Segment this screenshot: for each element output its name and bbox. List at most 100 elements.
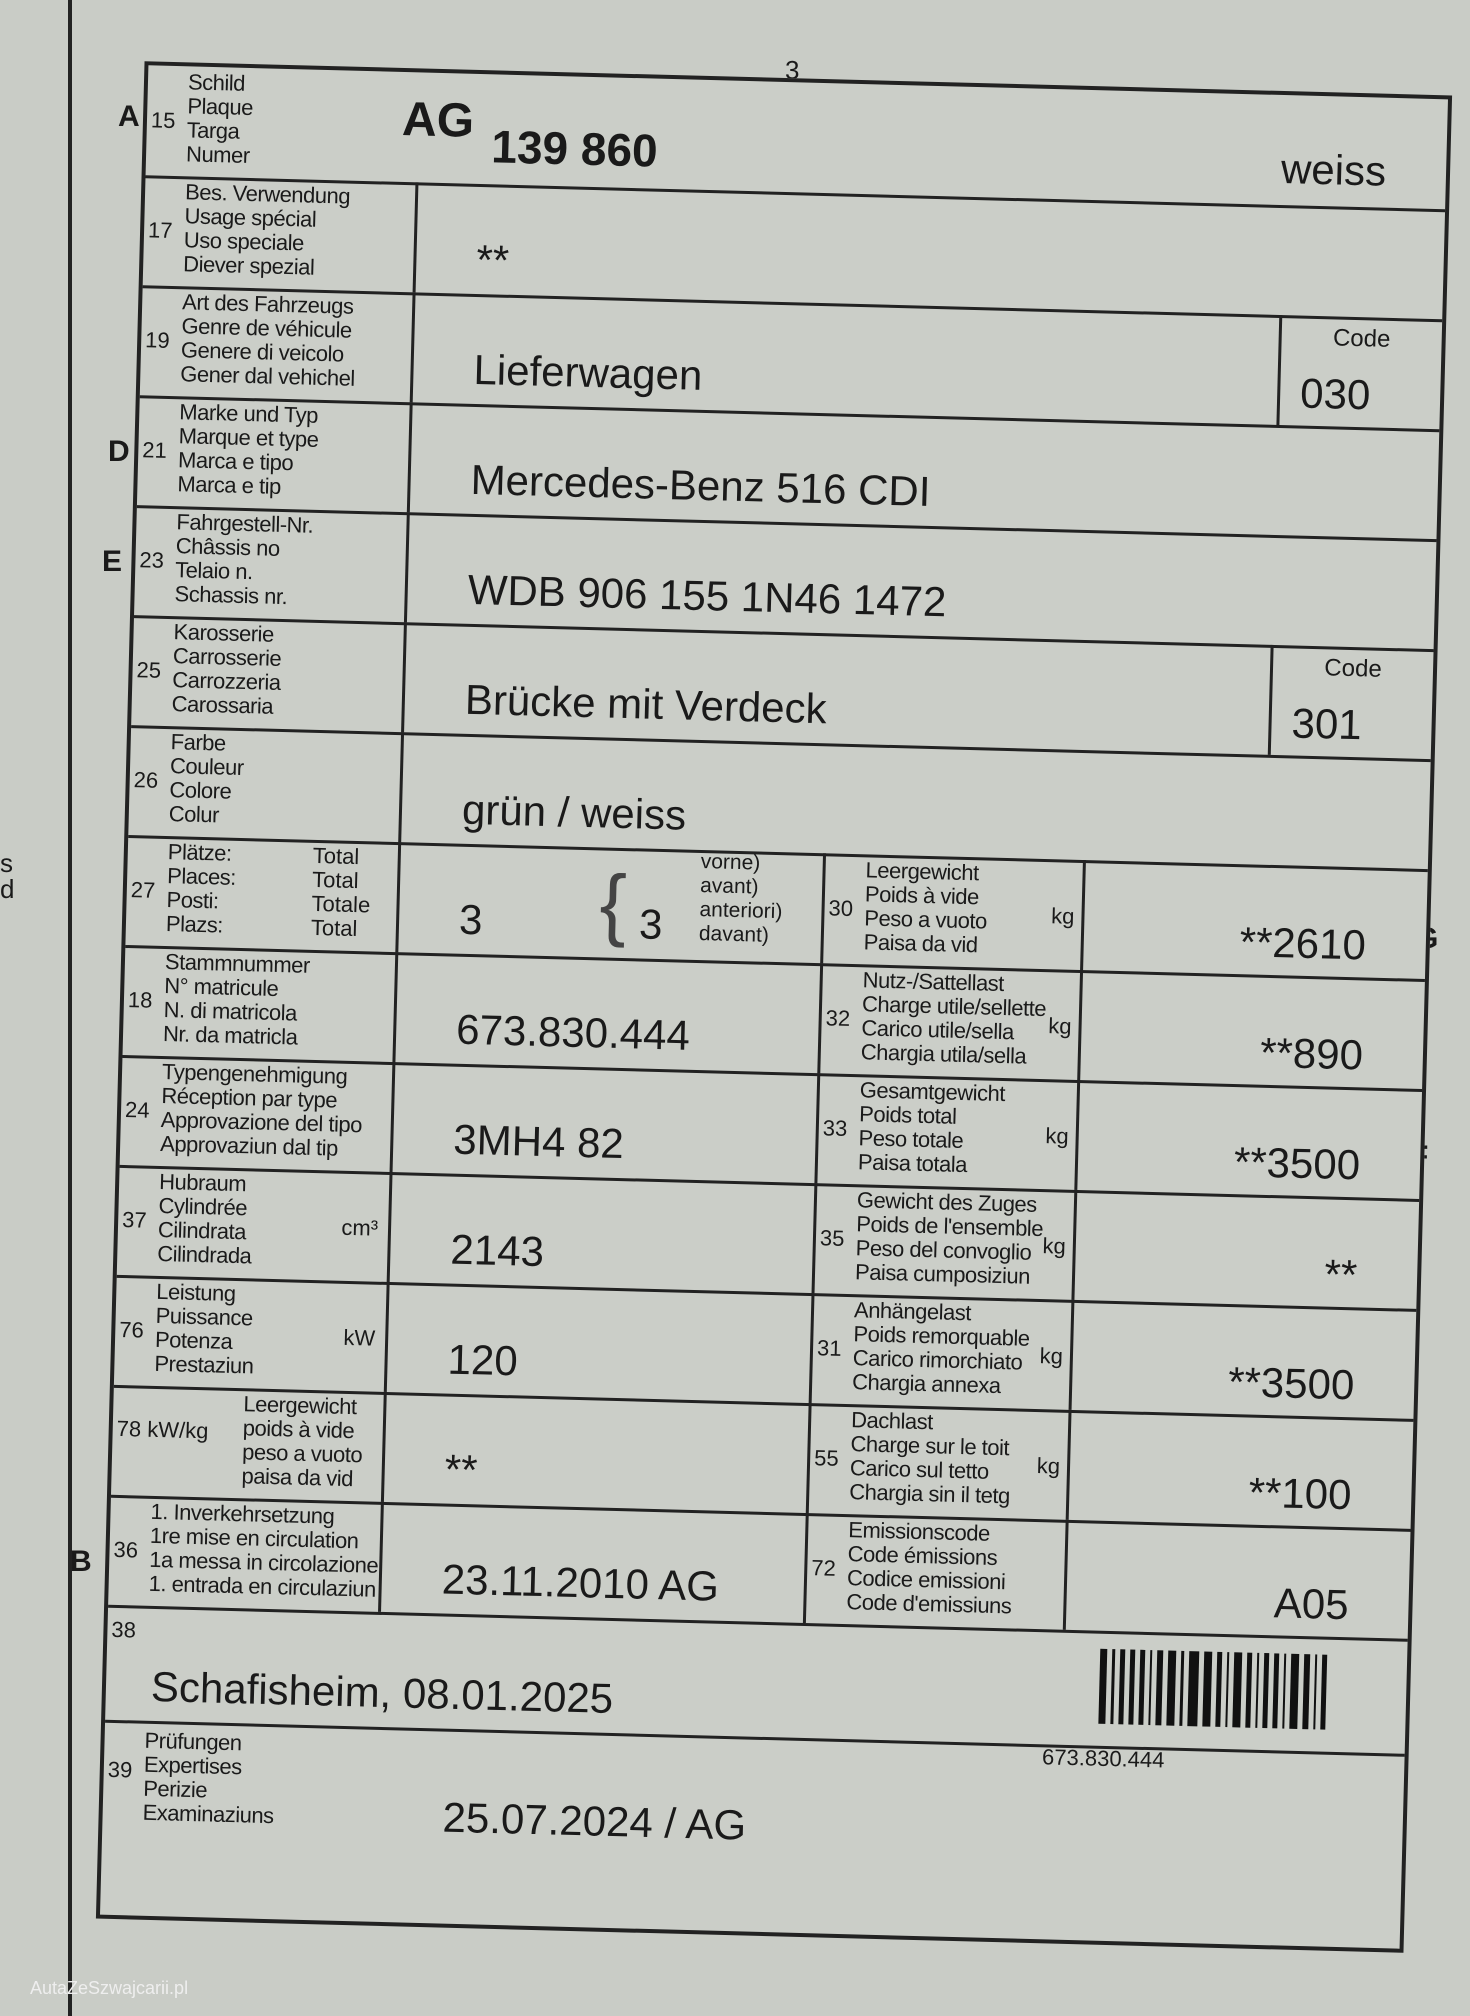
field-value: 3MH4 82 [452,1115,625,1168]
field-label: Paisa cumposiziun [854,1259,1031,1289]
field-number: 55 [813,1445,840,1471]
color-label-cell: 26 Farbe Couleur Colore Colur [128,725,401,842]
field-label: Chargia sin il tetg [849,1479,1011,1509]
side-letter-e: E [102,545,123,578]
plate-label: Schild [187,69,246,96]
barcode-bar [1110,1649,1116,1725]
field-value-cell: 2143 [386,1171,818,1294]
field-label: 1. entrada en circulaziun [148,1570,377,1602]
body-label-cell: 25 Karosserie Carrosserie Carrozzeria Caross… [131,615,404,732]
inspections-value: 25.07.2024 / AG [442,1793,747,1849]
field-number: 31 [816,1335,842,1361]
field-value-cell: 3MH4 82 [389,1062,821,1184]
field-value: **100 [1248,1468,1353,1519]
field-label: Schassis nr. [174,581,288,610]
seats-label-cell: 27 Plätze: Places: Posti: Plazs: Total Total T… [125,835,398,952]
plate-label: Targa [186,117,240,144]
field-number: 36 [113,1536,139,1563]
field-labels: Dachlast Charge sur le toit Carico sul tet… [849,1407,1012,1509]
field-label: Paisa da vid [863,929,978,958]
field-number: 76 [119,1316,145,1343]
previous-page-fragment: s [0,848,13,878]
field-label-cell: 31 Anhängelast Poids remorquable Carico rim… [808,1293,1075,1410]
seats-total-label: Totale [311,890,371,918]
field-number: 78 kW/kg [116,1415,209,1444]
unit-label: kW [343,1324,376,1351]
field-label: Cilindrada [157,1240,252,1269]
field-number: 25 [136,657,162,683]
field-label: Marca e tip [177,471,282,499]
field-value-cell: ** [380,1391,812,1514]
chassis-label-cell: 23 Fahrgestell-Nr. Châssis no Telaio n. Scha… [134,505,407,622]
field-labels: Stammnummer N° matricule N. di matricola Nr… [163,949,310,1050]
seats-total-label: Total [311,866,359,894]
field-labels: Plätze: Places: Posti: Plazs: [166,839,237,938]
unit-label: kg [1045,1123,1070,1149]
field-number: 26 [133,767,159,793]
barcode-bar [1118,1649,1126,1725]
unit-label: kg [1039,1343,1064,1369]
barcode-bar [1166,1650,1177,1726]
field-number: 17 [147,217,173,243]
field-label-cell: 35 Gewicht des Zuges Poids de l'ensemble Pe… [811,1183,1078,1300]
seats-front-value: 3 [638,900,664,949]
barcode-bar [1320,1654,1328,1730]
field-value-cell: **890 [1077,969,1425,1089]
field-number: 18 [127,987,153,1013]
field-label: Posti: [166,887,219,914]
field-value-cell: ** [1071,1189,1420,1309]
field-value: 120 [447,1335,519,1385]
field-value: **3500 [1233,1138,1361,1189]
field-label-cell: 78 kW/kg Leergewicht poids à vide peso a vu… [111,1385,384,1502]
field-labels: Fahrgestell-Nr. Châssis no Telaio n. Schass… [174,509,313,610]
field-labels: Hubraum Cylindrée Cilindrata Cilindrada [157,1169,254,1269]
usage-label-cell: 17 Bes. Verwendung Usage spécial Uso specia… [143,175,416,292]
field-number: 72 [811,1555,837,1581]
plate-number: 139 860 [490,120,659,177]
seats-total-label: Total [312,842,360,870]
barcode-bar [1215,1651,1223,1727]
field-labels: Anhängelast Poids remorquable Carico rimor… [851,1297,1031,1399]
field-labels: Leistung Puissance Potenza Prestaziun [154,1279,255,1379]
barcode-bar [1282,1653,1287,1729]
field-labels: Leergewicht Poids à vide Peso a vuoto Paisa… [863,857,988,958]
plate-label: Numer [185,141,250,168]
field-labels: Leergewicht poids à vide peso a vuoto paisa… [241,1391,363,1491]
field-label: Chargia annexa [851,1369,1001,1399]
code-label: Code [1332,324,1391,353]
registration-form: 15 Schild Plaque Targa Numer AG 139 860 wei… [95,61,1453,1953]
side-letter-b: B [70,1545,92,1578]
field-value: ** [444,1445,479,1494]
unit-label: cm³ [341,1214,379,1241]
field-label-cell: 72 Emissionscode Code émissions Codice emis… [802,1513,1069,1630]
barcode-bar [1245,1652,1253,1728]
brace: { [598,858,628,949]
seats-total-value: 3 [458,895,484,944]
barcode-bar [1313,1654,1318,1730]
field-label: Colore [169,777,232,804]
field-labels: Art des Fahrzeugs Genre de véhicule Genere… [180,289,357,391]
field-label: Places: [166,863,237,890]
color-value: grün / weiss [461,785,687,839]
barcode-bar [1289,1653,1300,1729]
field-number: 27 [130,877,156,903]
make-label-cell: 21 Marke und Typ Marque et type Marca e tip… [137,395,410,512]
chassis-value: WDB 906 155 1N46 1472 [467,565,947,626]
field-number: 21 [142,437,168,463]
seats-front-label: vorne) [700,850,761,875]
seats-total-labels: Total Total Totale Total [310,842,372,942]
barcode-bar [1225,1652,1230,1728]
field-label: Paisa totala [857,1149,968,1178]
field-label: Diever spezial [182,251,315,280]
field-value-cell: **3500 [1068,1299,1417,1419]
field-labels: Bes. Verwendung Usage spécial Uso speciale… [182,179,350,280]
barcode-bar [1155,1650,1164,1726]
unit-label: kg [1036,1453,1061,1479]
field-number: 37 [121,1207,148,1233]
field-label: Gener dal vehichel [180,361,356,391]
field-value-cell: 23.11.2010 AG [378,1501,809,1624]
seats-total-label: Total [310,914,358,942]
field-number: 30 [828,895,854,922]
field-number: 19 [144,327,171,353]
field-value: A05 [1273,1579,1350,1629]
